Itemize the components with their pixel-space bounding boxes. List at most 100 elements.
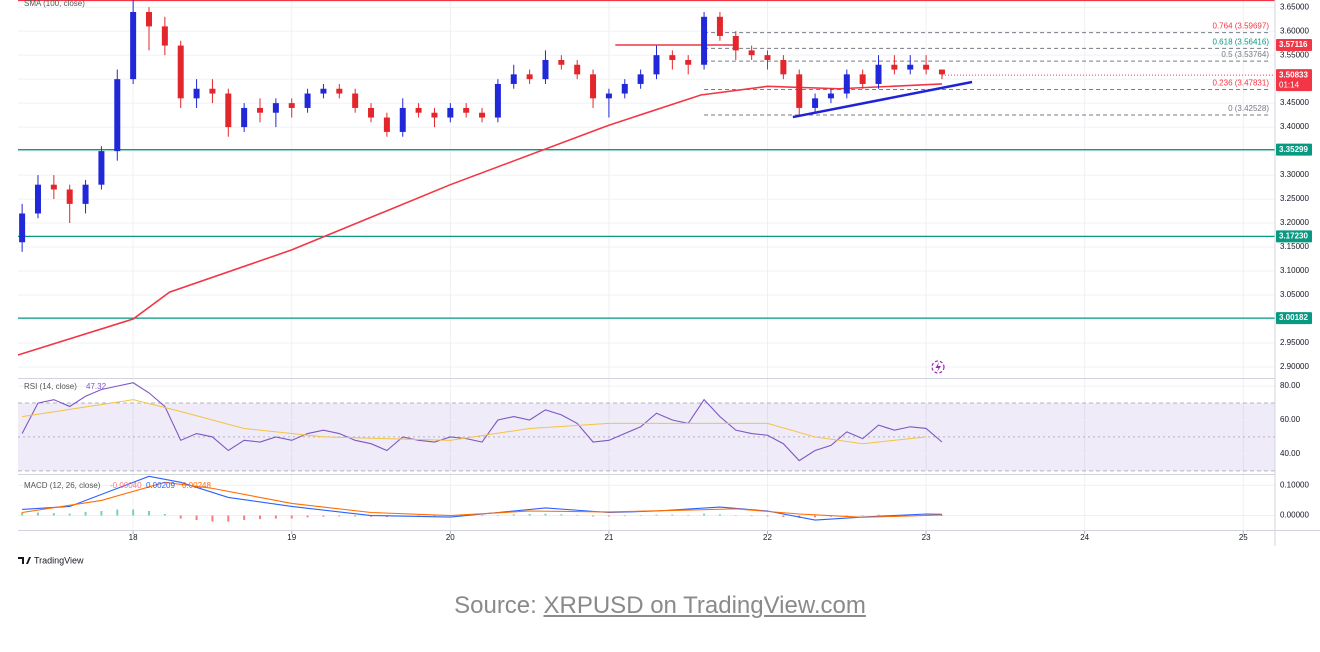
macd-histogram-bar xyxy=(290,515,293,519)
candle-body xyxy=(399,107,406,132)
candle-body xyxy=(843,74,850,94)
y-tick-label: 0.10000 xyxy=(1280,480,1309,489)
macd-histogram-bar xyxy=(718,514,721,516)
y-tick-label: 3.55000 xyxy=(1280,50,1309,59)
brand-logo: TradingView xyxy=(18,555,84,565)
candle-body xyxy=(50,184,57,190)
candle-body xyxy=(272,103,279,113)
macd-histogram-bar xyxy=(259,515,262,520)
price-tag xyxy=(1276,69,1312,92)
source-prefix: Source: xyxy=(454,592,537,619)
macd-histogram-bar xyxy=(211,515,214,522)
macd-histogram-bar xyxy=(861,515,864,516)
candle-body xyxy=(479,112,486,118)
macd-histogram-bar xyxy=(750,515,753,517)
macd-histogram-bar xyxy=(496,514,499,516)
macd-histogram-bar xyxy=(592,515,595,517)
macd-histogram-bar xyxy=(179,515,182,519)
price-tag xyxy=(1276,39,1312,52)
y-tick-label: 3.45000 xyxy=(1280,98,1309,107)
candle-body xyxy=(177,45,184,99)
main-layer xyxy=(17,0,945,522)
indicator-legend: RSI (14, close) xyxy=(24,382,77,391)
indicator-value: 47.32 xyxy=(86,382,107,391)
candle-body xyxy=(19,213,26,243)
price-tag xyxy=(1276,143,1312,156)
candle-body xyxy=(764,55,771,60)
x-tick-label: 21 xyxy=(604,533,613,542)
price-tag-label: 3.00182 xyxy=(1279,313,1308,322)
candle-body xyxy=(82,184,89,204)
y-tick-label: 3.65000 xyxy=(1280,2,1309,11)
y-tick-label: 2.90000 xyxy=(1280,362,1309,371)
candle-body xyxy=(732,35,739,51)
macd-histogram-bar xyxy=(560,514,563,516)
macd-histogram-bar xyxy=(734,515,737,516)
candle-body xyxy=(130,11,137,80)
indicator-value: 0.00209 xyxy=(146,481,175,490)
candle-body xyxy=(257,107,264,113)
macd-histogram-bar xyxy=(639,515,642,516)
candle-body xyxy=(621,83,628,94)
y-tick-label: 3.10000 xyxy=(1280,266,1309,275)
candle-body xyxy=(494,83,501,118)
candle-body xyxy=(637,74,644,84)
candle-body xyxy=(368,107,375,118)
x-tick-label: 19 xyxy=(287,533,296,542)
price-tag-label: 3.50833 xyxy=(1279,70,1308,79)
background xyxy=(0,0,1320,575)
candle-body xyxy=(653,55,660,75)
chart: 3.650003.600003.550003.500003.450003.400… xyxy=(0,0,1320,575)
front-layer: 18 19 20 21 22 23 24 25 3.35299 3.17230 3.00182 0.7… xyxy=(24,0,1312,542)
candle-body xyxy=(161,26,168,46)
countdown-label: 01:14 xyxy=(1279,80,1300,89)
rsi-band xyxy=(18,403,1275,471)
macd-histogram-bar xyxy=(417,515,420,517)
x-tick-label: 25 xyxy=(1239,533,1248,542)
macd-histogram-bar xyxy=(52,513,55,516)
macd-histogram-bar xyxy=(528,514,531,516)
macd-histogram-bar xyxy=(782,515,785,518)
macd-histogram-bar xyxy=(370,515,373,517)
y-tick-label: 3.60000 xyxy=(1280,26,1309,35)
y-tick-label: 3.05000 xyxy=(1280,290,1309,299)
y-tick-label: 3.25000 xyxy=(1280,194,1309,203)
macd-histogram-bar xyxy=(607,515,610,517)
indicator-legend: MACD (12, 26, close) xyxy=(24,481,101,490)
macd-histogram-bar xyxy=(147,510,150,516)
candle-body xyxy=(590,74,597,99)
price-tag-label: 3.57116 xyxy=(1279,40,1308,49)
rsi-line xyxy=(22,399,927,445)
fib-label: 0.764 (3.59697) xyxy=(1213,22,1270,31)
y-tick-label: 3.15000 xyxy=(1280,242,1309,251)
candle-body xyxy=(510,74,517,84)
y-tick-label: 3.20000 xyxy=(1280,218,1309,227)
candle-body xyxy=(827,93,834,99)
macd-histogram-bar xyxy=(766,515,769,517)
y-tick-label: 3.30000 xyxy=(1280,170,1309,179)
macd-histogram-bar xyxy=(703,513,706,516)
candle-body xyxy=(34,184,41,214)
macd-histogram-bar xyxy=(227,515,230,522)
x-tick-label: 20 xyxy=(446,533,455,542)
indicator-value: -0.00040 xyxy=(110,481,142,490)
macd-histogram-bar xyxy=(687,514,690,516)
candle-body xyxy=(669,55,676,60)
candle-body xyxy=(923,64,930,70)
macd-histogram-bar xyxy=(322,515,325,517)
macd-histogram-bar xyxy=(845,515,848,516)
candle-body xyxy=(66,189,73,204)
macd-histogram-bar xyxy=(21,512,24,516)
candle-body xyxy=(193,88,200,99)
candle-body xyxy=(891,64,898,70)
macd-histogram-bar xyxy=(512,514,515,516)
candle-body xyxy=(780,59,787,75)
source-link[interactable]: XRPUSD on TradingView.com xyxy=(543,592,866,619)
caption: Source: XRPUSD on TradingView.com xyxy=(0,592,1320,620)
candle-body xyxy=(98,151,105,185)
fib-label: 0.5 (3.53764) xyxy=(1221,50,1269,59)
indicator-value: 0.00248 xyxy=(182,481,211,490)
alert-icon xyxy=(931,360,945,374)
candle-body xyxy=(812,98,819,108)
